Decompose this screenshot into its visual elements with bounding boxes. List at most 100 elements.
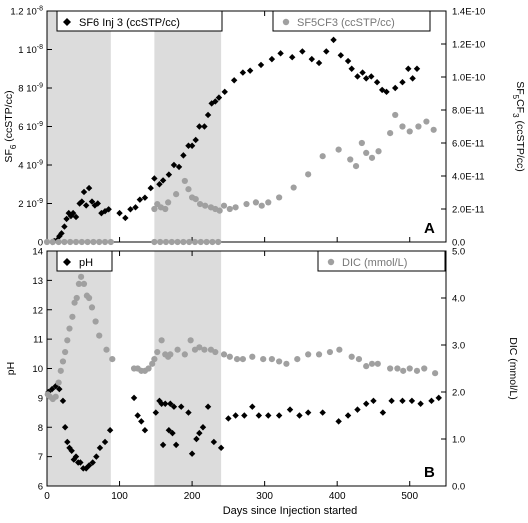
left-axis-label-main: SF bbox=[3, 149, 15, 162]
data-point-diamond bbox=[122, 214, 129, 222]
data-point-diamond bbox=[337, 52, 345, 59]
data-point-circle bbox=[162, 205, 169, 213]
data-point-circle bbox=[406, 128, 413, 135]
left-tick-label: 7 bbox=[38, 452, 43, 463]
data-point-circle bbox=[336, 346, 343, 353]
data-point-circle bbox=[283, 360, 290, 367]
data-point-circle bbox=[387, 130, 394, 137]
data-point-diamond bbox=[204, 403, 212, 410]
right-tick-label: 0.0 bbox=[452, 238, 465, 249]
data-point-diamond bbox=[275, 412, 283, 419]
data-point-circle bbox=[319, 153, 326, 160]
data-point-diamond bbox=[167, 400, 174, 407]
data-point-diamond bbox=[78, 198, 86, 205]
data-point-diamond bbox=[85, 184, 93, 192]
data-point-diamond bbox=[344, 57, 352, 65]
data-point-circle bbox=[181, 177, 188, 185]
data-point-circle bbox=[173, 191, 180, 198]
data-point-diamond bbox=[127, 206, 134, 213]
data-point-circle bbox=[358, 139, 365, 147]
data-point-diamond bbox=[359, 69, 366, 76]
data-point-diamond bbox=[208, 100, 215, 107]
left-tick-label: 2 10-9 bbox=[18, 198, 43, 210]
data-point-diamond bbox=[249, 403, 256, 410]
data-point-diamond bbox=[230, 77, 238, 84]
legend-label-right: DIC (mmol/L) bbox=[342, 257, 407, 269]
x-tick-label: 300 bbox=[256, 491, 273, 502]
data-point-diamond bbox=[68, 447, 75, 454]
data-point-circle bbox=[387, 365, 394, 372]
left-tick-base: 12 bbox=[32, 305, 43, 316]
data-point-diamond bbox=[169, 429, 176, 437]
data-point-circle bbox=[62, 348, 69, 356]
data-point-circle bbox=[149, 360, 156, 367]
data-point-diamond bbox=[165, 171, 173, 178]
left-tick-base: 0 bbox=[38, 238, 43, 249]
data-point-circle bbox=[375, 148, 382, 155]
data-point-diamond bbox=[72, 213, 80, 221]
data-point-circle bbox=[185, 186, 192, 193]
x-tick-label: 400 bbox=[329, 491, 346, 502]
data-point-diamond bbox=[323, 48, 330, 55]
data-point-diamond bbox=[170, 161, 178, 169]
data-point-circle bbox=[157, 238, 164, 246]
data-point-circle bbox=[413, 367, 421, 374]
data-point-circle bbox=[415, 123, 422, 130]
data-point-diamond bbox=[82, 202, 90, 209]
data-point-diamond bbox=[417, 400, 424, 407]
data-point-circle bbox=[432, 370, 439, 377]
left-tick-base: 6 bbox=[38, 482, 43, 493]
data-point-circle bbox=[260, 356, 267, 363]
data-point-diamond bbox=[175, 163, 183, 171]
data-point-circle bbox=[363, 363, 370, 370]
legend-label-left: pH bbox=[79, 257, 93, 269]
shaded-period bbox=[47, 11, 111, 242]
data-point-circle bbox=[162, 238, 170, 246]
data-point-diamond bbox=[85, 462, 93, 469]
legend-box-left bbox=[56, 250, 113, 272]
data-point-diamond bbox=[392, 84, 399, 92]
data-point-diamond bbox=[239, 69, 247, 76]
right-axis-label-rest: CF bbox=[514, 99, 526, 113]
data-point-diamond bbox=[388, 397, 395, 405]
data-point-circle bbox=[181, 351, 188, 358]
data-point-diamond bbox=[156, 181, 163, 188]
data-point-circle bbox=[167, 351, 174, 358]
left-axis-label-rest: (ccSTP/cc) bbox=[3, 90, 15, 144]
data-point-diamond bbox=[315, 59, 323, 67]
data-point-diamond bbox=[180, 152, 187, 159]
data-point-diamond bbox=[170, 403, 178, 410]
data-point-diamond bbox=[59, 397, 67, 405]
data-point-diamond bbox=[368, 73, 375, 80]
right-tick-label: 3.0 bbox=[452, 341, 465, 352]
data-point-circle bbox=[290, 184, 297, 191]
data-point-circle bbox=[92, 318, 99, 325]
data-point-circle bbox=[73, 294, 80, 302]
right-tick-label: 0.0 bbox=[452, 482, 465, 493]
data-point-circle bbox=[145, 365, 152, 372]
legend-circle-marker bbox=[327, 258, 335, 266]
data-point-circle bbox=[107, 238, 114, 246]
left-tick-label: 10 bbox=[32, 364, 43, 375]
data-point-circle bbox=[43, 238, 51, 246]
left-tick-label: 1.2 10-8 bbox=[10, 6, 43, 18]
data-point-diamond bbox=[354, 406, 361, 413]
data-point-circle bbox=[71, 299, 78, 306]
data-point-diamond bbox=[373, 79, 381, 86]
data-point-diamond bbox=[363, 400, 370, 407]
data-point-circle bbox=[226, 205, 233, 213]
right-axis-label: DIC (mmol/L) bbox=[507, 337, 519, 399]
data-point-circle bbox=[80, 280, 88, 287]
data-point-diamond bbox=[193, 435, 200, 443]
left-tick-base: 9 bbox=[38, 393, 43, 404]
data-point-circle bbox=[368, 360, 376, 367]
data-point-diamond bbox=[61, 424, 69, 431]
data-point-circle bbox=[49, 238, 56, 246]
left-tick-label: 11 bbox=[33, 335, 43, 346]
data-point-circle bbox=[66, 325, 73, 332]
data-point-diamond bbox=[56, 385, 63, 393]
data-point-circle bbox=[55, 238, 62, 246]
data-point-diamond bbox=[286, 406, 294, 413]
data-point-circle bbox=[151, 238, 158, 246]
